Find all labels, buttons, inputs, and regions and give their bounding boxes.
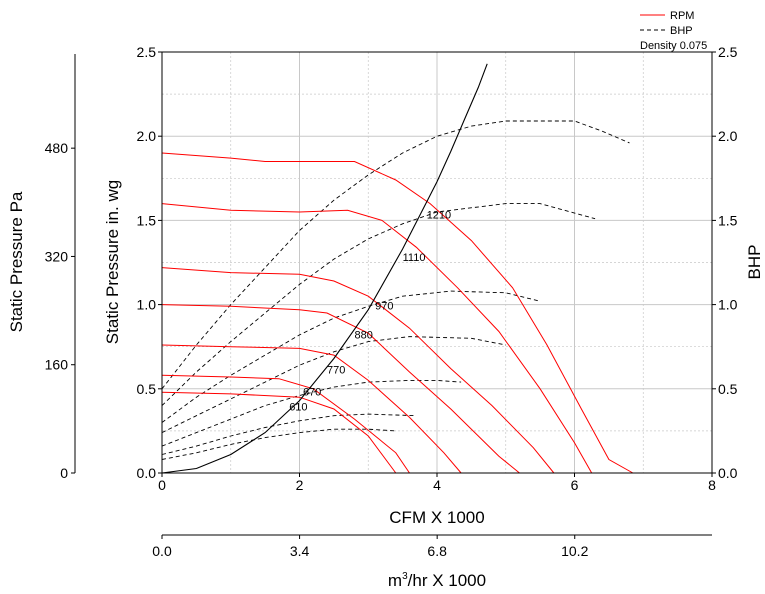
m3-axis-label-sup: 3 [402, 571, 408, 582]
x-tick-label: 6 [571, 477, 579, 493]
pa-tick-label: 320 [45, 248, 69, 264]
legend-rpm-label: RPM [670, 10, 694, 22]
y2-tick-label: 2.5 [718, 44, 738, 60]
legend: RPM BHP Density 0.075 [640, 10, 707, 52]
grid-lines [162, 52, 712, 473]
m3-tick-label: 0.0 [152, 543, 172, 559]
y-axis-right-label: BHP [745, 245, 764, 280]
m3-tick-label: 3.4 [290, 543, 310, 559]
y-tick-label: 2.5 [137, 44, 157, 60]
y-axis-left-label: Static Pressure in. wg [103, 180, 122, 344]
legend-density-label: Density 0.075 [640, 40, 707, 52]
m3-axis-label: m3/hr X 1000 [388, 571, 486, 590]
y2-tick-label: 0.5 [718, 381, 738, 397]
rpm-curve-770 [161, 344, 462, 474]
rpm-label-970: 970 [375, 301, 393, 313]
m3-tick-label: 10.2 [561, 543, 588, 559]
x-tick-label: 4 [433, 477, 441, 493]
tick-labels: 0 2 4 6 80.00.51.01.52.02.50.00.51.01.52.02.… [45, 44, 738, 559]
pa-tick-label: 160 [45, 357, 69, 373]
rpm-curve-1110 [161, 203, 593, 474]
bhp-curve-880 [161, 336, 506, 434]
m3-tick-label: 6.8 [427, 543, 447, 559]
y-tick-label: 0.5 [137, 381, 157, 397]
rpm-label-1110: 1110 [403, 252, 426, 264]
bhp-curve-670 [161, 413, 417, 455]
system-curve [161, 63, 488, 474]
axes [74, 51, 713, 536]
m3-axis-label-rest: /hr X 1000 [408, 571, 486, 590]
y-tick-label: 2.0 [137, 128, 157, 144]
y2-tick-label: 0.0 [718, 465, 738, 481]
x-tick-label: 2 [296, 477, 304, 493]
y2-tick-label: 1.0 [718, 297, 738, 313]
rpm-label-670: 670 [303, 387, 321, 399]
x-axis-label: CFM X 1000 [389, 508, 484, 527]
curves: 610 670 770 880 970 1110 1210 [161, 63, 634, 474]
y2-tick-label: 1.5 [718, 212, 738, 228]
pa-tick-label: 480 [45, 140, 69, 156]
x-tick-label: 8 [708, 477, 716, 493]
rpm-curve-1210 [161, 152, 634, 474]
m3-axis-label-m: m [388, 571, 402, 590]
y-tick-label: 1.0 [137, 297, 157, 313]
bhp-curve-1210 [161, 120, 630, 390]
rpm-label-610: 610 [289, 402, 307, 414]
pa-axis-label: Static Pressure Pa [7, 191, 26, 332]
pa-tick-label: 0 [60, 465, 68, 481]
y-tick-label: 0.0 [137, 465, 157, 481]
rpm-curve-670 [161, 374, 410, 474]
y-tick-label: 1.5 [137, 212, 157, 228]
x-tick-label: 0 [158, 477, 166, 493]
rpm-label-880: 880 [355, 329, 373, 341]
bhp-curve-610 [161, 428, 396, 460]
y2-tick-label: 2.0 [718, 128, 738, 144]
rpm-label-1210: 1210 [427, 210, 451, 222]
bhp-curve-970 [161, 290, 541, 423]
rpm-label-770: 770 [327, 365, 345, 377]
rpm-curve-610 [161, 391, 397, 474]
legend-bhp-label: BHP [670, 25, 693, 37]
rpm-curve-970 [161, 267, 555, 474]
rpm-curve-880 [161, 304, 520, 474]
